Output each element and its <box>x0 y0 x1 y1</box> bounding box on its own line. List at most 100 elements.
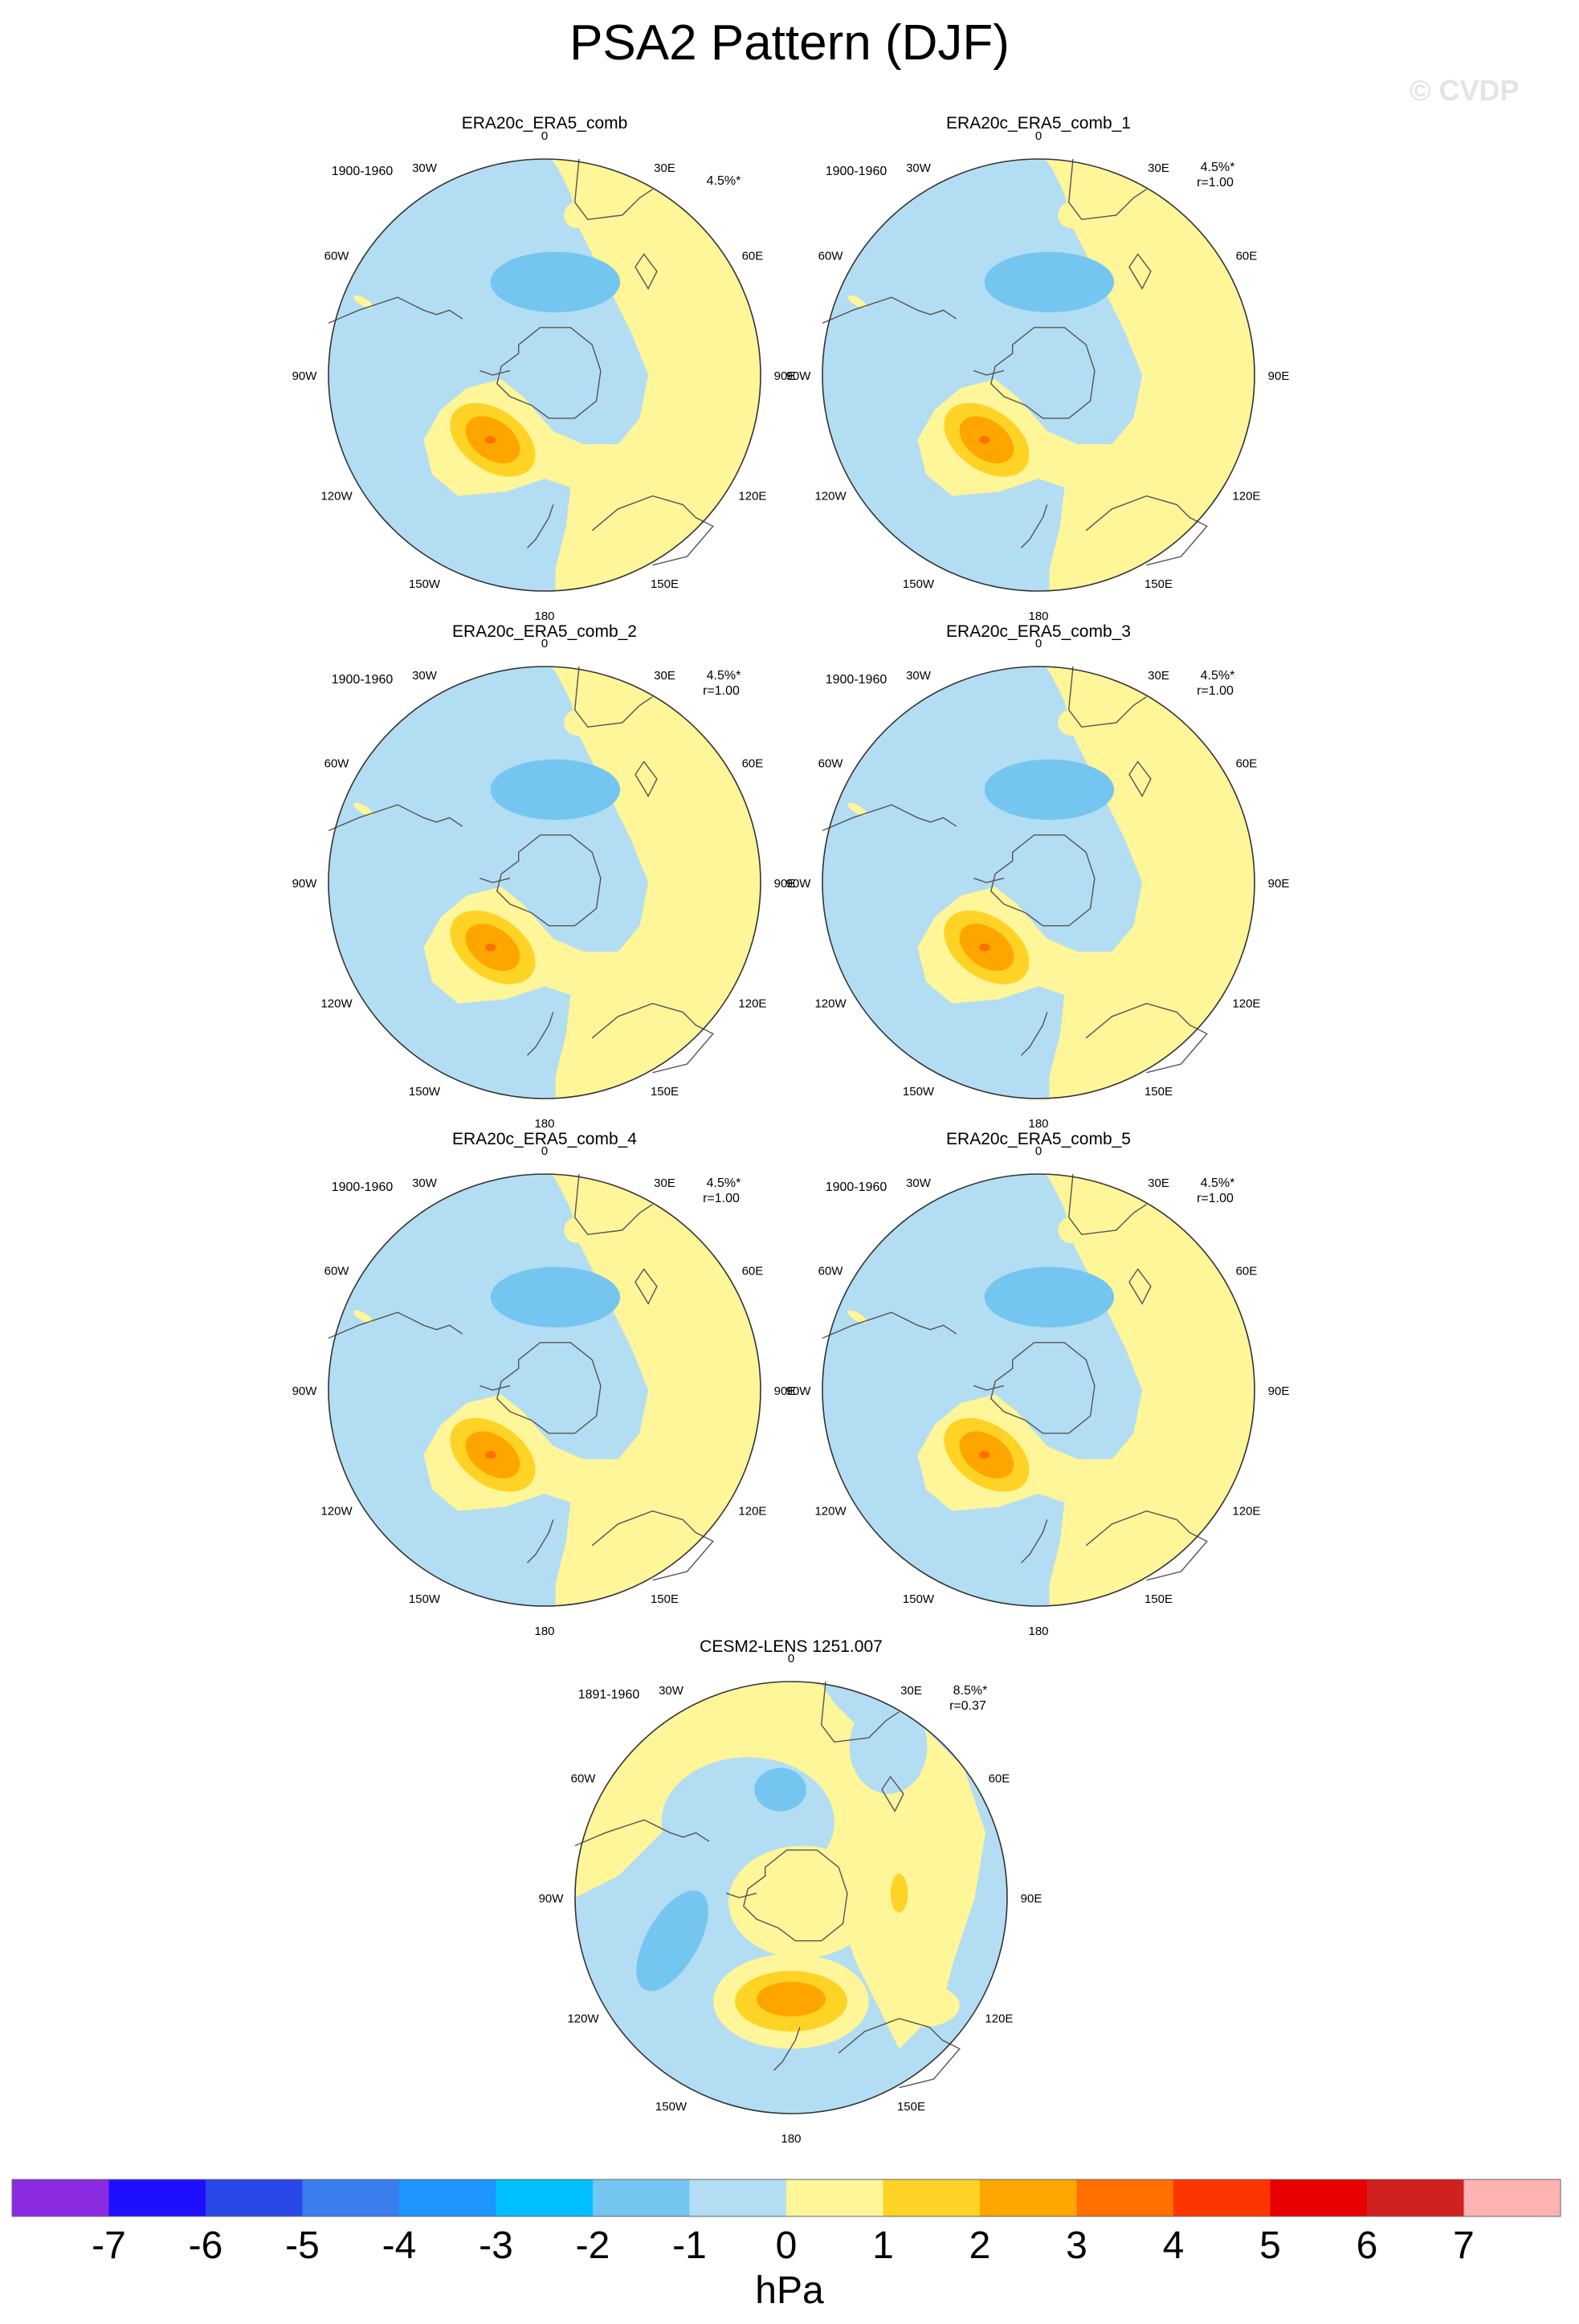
colorbar-swatch <box>1367 2179 1464 2216</box>
positive-anomaly-region <box>917 159 1255 591</box>
main-title: PSA2 Pattern (DJF) <box>569 15 1010 71</box>
longitude-label: 180 <box>534 1117 554 1131</box>
map-panel: ERA20c_ERA5_comb_4 1900-1960 4.5%* r=1.00 0 3… <box>292 1130 796 1638</box>
longitude-label: 150E <box>651 577 679 591</box>
longitude-label: 150W <box>409 577 441 591</box>
longitude-label: 90E <box>1268 877 1290 891</box>
longitude-label: 30W <box>412 669 438 683</box>
longitude-label: 120W <box>814 490 847 504</box>
longitude-label: 60W <box>818 1265 844 1278</box>
colorbar-tick-label: 2 <box>969 2224 991 2267</box>
colorbar-swatch <box>496 2179 593 2216</box>
low-pressure-center <box>490 759 621 820</box>
longitude-label: 30E <box>654 669 675 683</box>
map-boundary <box>822 158 1255 592</box>
longitude-label: 90W <box>786 1384 812 1398</box>
colorbar-swatch <box>689 2179 786 2216</box>
longitude-label: 30W <box>412 1176 438 1190</box>
longitude-label: 120E <box>738 997 766 1011</box>
low-pressure-center <box>490 251 621 312</box>
antarctica-coastline <box>496 834 602 927</box>
longitude-label: 120E <box>738 1505 766 1519</box>
antarctica-coastline <box>990 834 1096 927</box>
madagascar-coastline <box>1128 253 1152 290</box>
africa-coastline <box>1067 1173 1147 1236</box>
longitude-label: 90W <box>292 369 318 383</box>
longitude-label: 0 <box>541 637 548 650</box>
longitude-label: 120W <box>320 1505 353 1519</box>
panel-variance-percent: 4.5%* <box>1201 161 1235 174</box>
colorbar-tick-label: -1 <box>672 2224 707 2267</box>
colorbar-tick-label: -2 <box>576 2224 610 2267</box>
colorbar-tick-label: 7 <box>1453 2224 1475 2267</box>
madagascar-coastline <box>634 760 658 797</box>
colorbar-swatch <box>399 2179 496 2216</box>
colorbar-tick-label: 5 <box>1259 2224 1281 2267</box>
colorbar-swatch <box>1463 2179 1561 2216</box>
panel-variance-percent: 4.5%* <box>1201 669 1235 683</box>
colorbar-swatch <box>786 2179 883 2216</box>
longitude-label: 90E <box>774 877 796 891</box>
colorbar-swatch <box>206 2179 303 2216</box>
map-panel: CESM2-LENS 1251.007 1891-1960 8.5%*r=0.37 0… <box>539 1637 1042 2146</box>
longitude-label: 120W <box>814 997 847 1011</box>
longitude-label: 180 <box>1028 610 1048 623</box>
longitude-label: 60W <box>324 757 350 771</box>
longitude-label: 30E <box>1148 669 1169 683</box>
longitude-label: 90E <box>774 1384 796 1398</box>
longitude-label: 120E <box>1232 490 1260 504</box>
panel-pattern-correlation: r=1.00 <box>1197 684 1234 698</box>
colorbar-tick-label: 0 <box>776 2224 798 2267</box>
panel-title: ERA20c_ERA5_comb_2 <box>452 622 637 641</box>
longitude-label: 60E <box>1236 1265 1258 1278</box>
madagascar-coastline <box>1128 1268 1152 1305</box>
longitude-label: 30W <box>412 161 438 175</box>
longitude-label: 60E <box>1236 757 1258 771</box>
africa-coastline <box>1067 158 1147 221</box>
low-pressure-center <box>984 759 1115 820</box>
longitude-label: 0 <box>1035 1144 1042 1158</box>
longitude-label: 150W <box>409 1592 441 1606</box>
map-boundary <box>822 666 1255 1099</box>
positive-anomaly-region <box>423 667 761 1099</box>
longitude-label: 90E <box>1268 369 1290 383</box>
colorbar-swatch <box>1076 2179 1173 2216</box>
colorbar-swatch <box>593 2179 690 2216</box>
australia-coastline <box>591 1002 714 1074</box>
low-pressure-center <box>984 1266 1115 1327</box>
longitude-label: 90W <box>292 1384 318 1398</box>
panel-variance-percent: 4.5%* <box>1201 1176 1235 1190</box>
panel-title: ERA20c_ERA5_comb <box>462 114 628 133</box>
panel-period: 1900-1960 <box>332 1180 394 1194</box>
panel-title: ERA20c_ERA5_comb_1 <box>946 114 1131 133</box>
antarctica-coastline <box>990 1342 1096 1434</box>
africa-coastline <box>820 1681 900 1743</box>
antarctica-coastline <box>990 327 1096 419</box>
colorbar-tick-label: -5 <box>285 2224 320 2267</box>
longitude-label: 120W <box>567 2012 599 2026</box>
panel-title: CESM2-LENS 1251.007 <box>700 1637 883 1656</box>
south-america-coastline <box>328 1311 463 1339</box>
colorbar-swatch <box>883 2179 980 2216</box>
madagascar-coastline <box>1128 760 1152 797</box>
map-panel: ERA20c_ERA5_comb_2 1900-1960 4.5%*r=1.00 0 3… <box>292 622 796 1131</box>
longitude-label: 120W <box>320 490 353 504</box>
australia-coastline <box>591 1510 714 1581</box>
longitude-label: 90E <box>1268 1384 1290 1398</box>
new-zealand-coastline <box>527 1012 554 1056</box>
panel-pattern-correlation: r=1.00 <box>703 684 740 698</box>
longitude-label: 90E <box>774 369 796 383</box>
longitude-label: 60E <box>742 757 764 771</box>
longitude-label: 30W <box>906 1176 932 1190</box>
longitude-label: 120E <box>1232 997 1260 1011</box>
longitude-label: 30E <box>654 161 675 175</box>
longitude-label: 150E <box>1144 1085 1173 1099</box>
longitude-label: 60W <box>818 250 844 263</box>
low-pressure-center <box>490 1266 621 1327</box>
panel-pattern-correlation: r=1.00 <box>1197 1192 1234 1205</box>
longitude-label: 60W <box>324 250 350 263</box>
longitude-label: 60E <box>1236 250 1258 263</box>
longitude-label: 120W <box>814 1505 847 1519</box>
panel-period: 1900-1960 <box>826 1180 887 1194</box>
